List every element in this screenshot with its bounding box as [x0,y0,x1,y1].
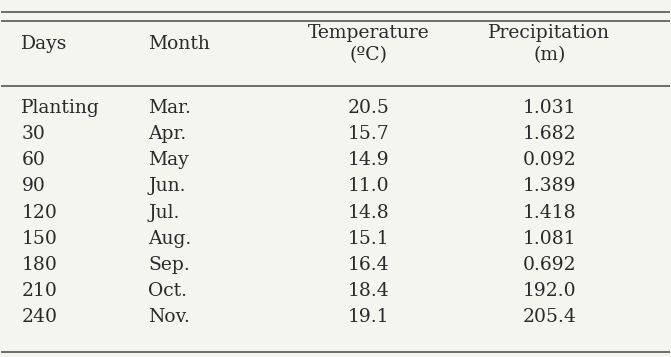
Text: 1.031: 1.031 [523,99,576,117]
Text: Precipitation
(m): Precipitation (m) [488,24,611,64]
Text: 60: 60 [21,151,46,169]
Text: 0.692: 0.692 [523,256,576,274]
Text: May: May [148,151,189,169]
Text: 150: 150 [21,230,57,248]
Text: 192.0: 192.0 [523,282,576,300]
Text: 16.4: 16.4 [348,256,390,274]
Text: Nov.: Nov. [148,308,191,326]
Text: Days: Days [21,35,68,53]
Text: 18.4: 18.4 [348,282,390,300]
Text: 30: 30 [21,125,46,143]
Text: 1.682: 1.682 [523,125,576,143]
Text: 0.092: 0.092 [523,151,576,169]
Text: 15.7: 15.7 [348,125,390,143]
Text: 205.4: 205.4 [523,308,576,326]
Text: 15.1: 15.1 [348,230,390,248]
Text: 120: 120 [21,203,57,221]
Text: Oct.: Oct. [148,282,187,300]
Text: Apr.: Apr. [148,125,187,143]
Text: Aug.: Aug. [148,230,192,248]
Text: 1.389: 1.389 [523,177,576,195]
Text: 1.081: 1.081 [523,230,576,248]
Text: 1.418: 1.418 [523,203,576,221]
Text: Sep.: Sep. [148,256,190,274]
Text: Month: Month [148,35,210,53]
Text: Jul.: Jul. [148,203,180,221]
Text: Planting: Planting [21,99,100,117]
Text: 19.1: 19.1 [348,308,390,326]
Text: 14.9: 14.9 [348,151,390,169]
Text: Mar.: Mar. [148,99,191,117]
Text: 210: 210 [21,282,57,300]
Text: 14.8: 14.8 [348,203,390,221]
Text: 240: 240 [21,308,58,326]
Text: 20.5: 20.5 [348,99,390,117]
Text: Temperature
(ºC): Temperature (ºC) [308,24,430,64]
Text: 11.0: 11.0 [348,177,390,195]
Text: 180: 180 [21,256,57,274]
Text: Jun.: Jun. [148,177,186,195]
Text: 90: 90 [21,177,46,195]
